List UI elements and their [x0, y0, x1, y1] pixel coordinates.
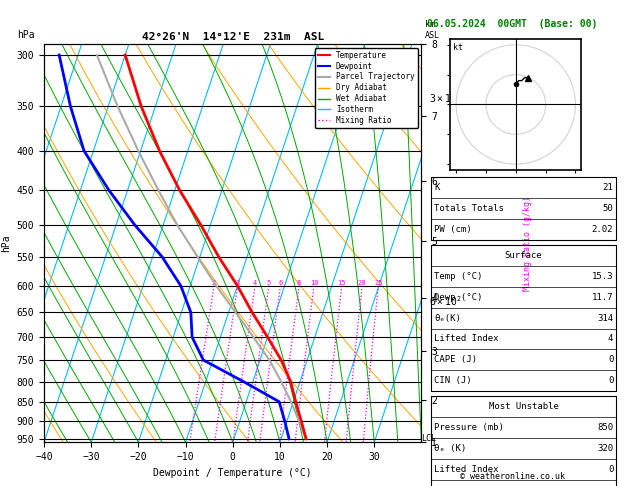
- Text: θₑ(K): θₑ(K): [434, 313, 461, 323]
- Text: 11.7: 11.7: [592, 293, 613, 302]
- Text: 320: 320: [597, 444, 613, 453]
- Text: K: K: [434, 183, 440, 192]
- Text: PW (cm): PW (cm): [434, 225, 472, 234]
- Text: km
ASL: km ASL: [425, 20, 440, 40]
- Text: 314: 314: [597, 313, 613, 323]
- Text: 25: 25: [374, 280, 382, 286]
- Text: 0: 0: [608, 376, 613, 385]
- Text: 4: 4: [608, 334, 613, 344]
- Text: Dewp (°C): Dewp (°C): [434, 293, 482, 302]
- Text: θₑ (K): θₑ (K): [434, 444, 466, 453]
- Text: Pressure (mb): Pressure (mb): [434, 423, 504, 432]
- Text: CIN (J): CIN (J): [434, 376, 472, 385]
- Text: Surface: Surface: [505, 251, 542, 260]
- Text: 8: 8: [297, 280, 301, 286]
- Text: Lifted Index: Lifted Index: [434, 334, 499, 344]
- Text: 10: 10: [309, 280, 318, 286]
- Text: CAPE (J): CAPE (J): [434, 355, 477, 364]
- Text: 50: 50: [603, 204, 613, 213]
- Text: 15: 15: [338, 280, 346, 286]
- Text: 0: 0: [608, 355, 613, 364]
- Text: LCL: LCL: [421, 434, 437, 443]
- Y-axis label: hPa: hPa: [1, 234, 11, 252]
- Title: 42°26'N  14°12'E  231m  ASL: 42°26'N 14°12'E 231m ASL: [142, 32, 324, 42]
- Text: 5: 5: [267, 280, 271, 286]
- Legend: Temperature, Dewpoint, Parcel Trajectory, Dry Adiabat, Wet Adiabat, Isotherm, Mi: Temperature, Dewpoint, Parcel Trajectory…: [315, 48, 418, 128]
- Text: 4: 4: [253, 280, 257, 286]
- Text: 06.05.2024  00GMT  (Base: 00): 06.05.2024 00GMT (Base: 00): [428, 19, 598, 30]
- Text: 15.3: 15.3: [592, 272, 613, 281]
- Text: hPa: hPa: [18, 30, 35, 40]
- X-axis label: Dewpoint / Temperature (°C): Dewpoint / Temperature (°C): [153, 468, 312, 478]
- Text: Totals Totals: Totals Totals: [434, 204, 504, 213]
- Text: Temp (°C): Temp (°C): [434, 272, 482, 281]
- Text: 2.02: 2.02: [592, 225, 613, 234]
- Text: Most Unstable: Most Unstable: [489, 402, 559, 411]
- Text: 2: 2: [212, 280, 216, 286]
- Text: 0: 0: [608, 465, 613, 474]
- Text: 21: 21: [603, 183, 613, 192]
- Text: 6: 6: [278, 280, 282, 286]
- Text: © weatheronline.co.uk: © weatheronline.co.uk: [460, 472, 565, 481]
- Text: 20: 20: [358, 280, 367, 286]
- Text: Mixing Ratio (g/kg): Mixing Ratio (g/kg): [523, 195, 532, 291]
- Text: kt: kt: [453, 43, 463, 52]
- Text: 850: 850: [597, 423, 613, 432]
- Text: 3: 3: [235, 280, 240, 286]
- Text: Lifted Index: Lifted Index: [434, 465, 499, 474]
